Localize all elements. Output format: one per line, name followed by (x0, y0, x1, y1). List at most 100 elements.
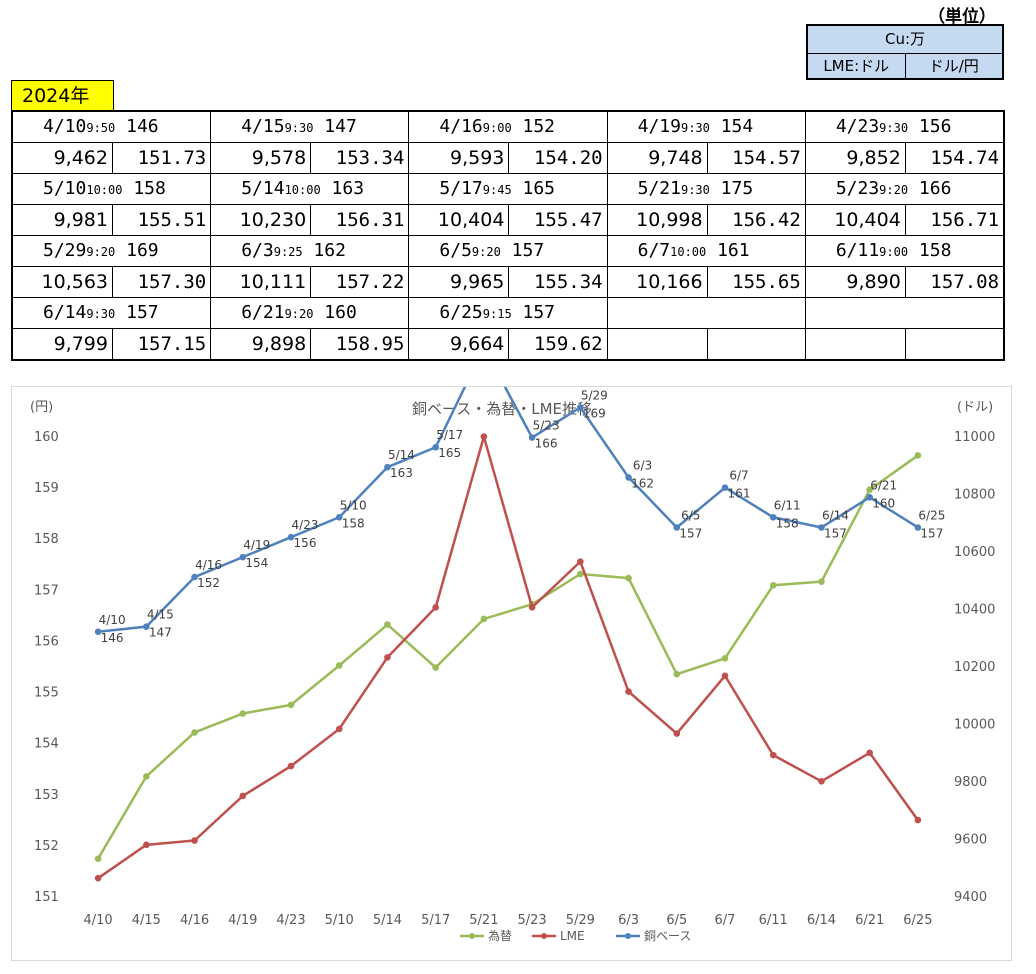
data-label-value: 158 (342, 516, 365, 530)
table-lme-cell: 9,462 (13, 143, 113, 173)
table-date: 6/11 (835, 240, 880, 261)
data-point (335, 513, 343, 521)
right-tick-label: 10600 (954, 545, 995, 560)
data-point (577, 570, 584, 578)
table-date: 5/21 (637, 178, 681, 199)
left-tick-label: 153 (34, 788, 59, 803)
table-lme-cell (806, 329, 906, 359)
table-lme-cell (608, 329, 708, 359)
x-tick-label: 6/21 (855, 913, 884, 928)
x-tick-label: 5/29 (566, 913, 595, 928)
table-time: 9:30 (86, 307, 116, 321)
data-point (239, 553, 247, 561)
table-date: 6/25 (439, 302, 483, 323)
right-tick-label: 10000 (954, 718, 995, 733)
table-base-price: 163 (320, 178, 365, 199)
table-date-cell: 5/179:45 165 (409, 174, 608, 204)
table-base-price: 166 (908, 178, 952, 199)
data-point (818, 777, 825, 785)
data-label-date: 5/23 (533, 419, 560, 433)
data-point (577, 404, 584, 411)
data-point (239, 710, 247, 717)
data-point (335, 725, 343, 733)
unit-lme: LME:ドル (808, 54, 906, 79)
data-point (432, 443, 439, 451)
chart-area: 銅ベース・為替・LME推移 (円) (ドル) 151 152 153 154 155 15… (11, 329, 1012, 961)
table-base-price: 152 (511, 116, 556, 137)
legend-marker (625, 933, 631, 939)
data-label-date: 4/19 (243, 538, 270, 552)
data-point (673, 730, 681, 737)
x-tick-label: 5/17 (421, 913, 450, 928)
table-date-cell (806, 298, 1003, 328)
data-label-value: 157 (679, 526, 702, 540)
unit-cu: Cu:万 (808, 26, 1002, 54)
data-label-value: 158 (776, 516, 799, 530)
data-point (818, 578, 825, 585)
x-tick-label: 5/10 (325, 913, 354, 928)
table-date-cell: 4/199:30 154 (608, 112, 806, 142)
data-point (239, 792, 247, 800)
data-label-value: 161 (728, 487, 751, 501)
data-label-date: 6/21 (870, 478, 897, 492)
table-date: 6/3 (241, 240, 274, 261)
table-fx-cell: 159.62 (533, 333, 603, 355)
table-fx-cell: 154.20 (533, 147, 603, 169)
series-line-銅ベース (97, 346, 919, 633)
left-tick-label: 159 (34, 481, 59, 496)
data-label-value: 157 (920, 526, 943, 540)
table-fx-cell: 155.47 (533, 209, 603, 231)
data-point (384, 654, 391, 661)
right-tick-label: 11000 (954, 430, 995, 445)
table-lme-cell: 9,852 (806, 143, 906, 173)
data-point (528, 604, 536, 611)
table-value-group: 9,578 153.34 (211, 143, 410, 173)
table-value-group: 10,404 155.47 (409, 205, 608, 235)
left-tick-label: 160 (34, 430, 59, 445)
table-lme-cell: 10,230 (211, 205, 312, 235)
table-date-cell: 6/219:20 160 (211, 298, 410, 328)
left-tick-label: 151 (34, 890, 59, 905)
data-label-date: 6/5 (681, 508, 700, 522)
table-fx-cell: 157.30 (137, 271, 207, 293)
data-label-value: 160 (872, 496, 895, 510)
data-label-value: 146 (101, 631, 124, 645)
table-value-group (806, 329, 1003, 359)
table-time: 9:45 (482, 183, 512, 197)
unit-box: Cu:万 LME:ドル ドル/円 (806, 24, 1004, 80)
table-base-price: 157 (115, 302, 159, 323)
x-tick-label: 4/10 (84, 913, 113, 928)
x-tick-label: 6/3 (618, 913, 639, 928)
table-fx-cell: 155.65 (732, 271, 801, 293)
data-point (287, 701, 295, 709)
data-label-value: 169 (583, 406, 606, 420)
table-time: 9:20 (471, 245, 501, 259)
table-lme-cell: 9,664 (409, 329, 510, 359)
right-tick-label: 10800 (954, 488, 995, 503)
data-point (769, 513, 777, 521)
data-label-value: 166 (535, 437, 558, 451)
data-point (287, 762, 295, 770)
table-lme-cell: 9,748 (608, 143, 708, 173)
table-value-group: 9,748 154.57 (608, 143, 806, 173)
data-label-date: 4/23 (292, 518, 319, 532)
data-point (818, 524, 825, 531)
table-time: 9:25 (273, 245, 303, 259)
data-point (432, 664, 439, 671)
table-lme-cell: 10,111 (211, 267, 312, 297)
x-tick-label: 6/25 (903, 913, 932, 928)
table-date: 6/7 (637, 240, 671, 261)
table-date: 4/23 (835, 116, 880, 137)
table-lme-cell: 9,898 (211, 329, 312, 359)
table-base-price: 165 (511, 178, 556, 199)
data-point (480, 615, 488, 623)
x-tick-label: 5/23 (518, 913, 547, 928)
data-label-value: 165 (438, 446, 461, 460)
data-label-value: 152 (197, 576, 220, 590)
left-tick-label: 158 (34, 532, 59, 547)
x-tick-label: 6/11 (759, 913, 788, 928)
table-value-group: 9,852 154.74 (806, 143, 1003, 173)
table-fx-cell: 151.73 (137, 147, 207, 169)
table-fx-cell: 156.42 (732, 209, 801, 231)
table-date-cell: 6/259:15 157 (409, 298, 608, 328)
